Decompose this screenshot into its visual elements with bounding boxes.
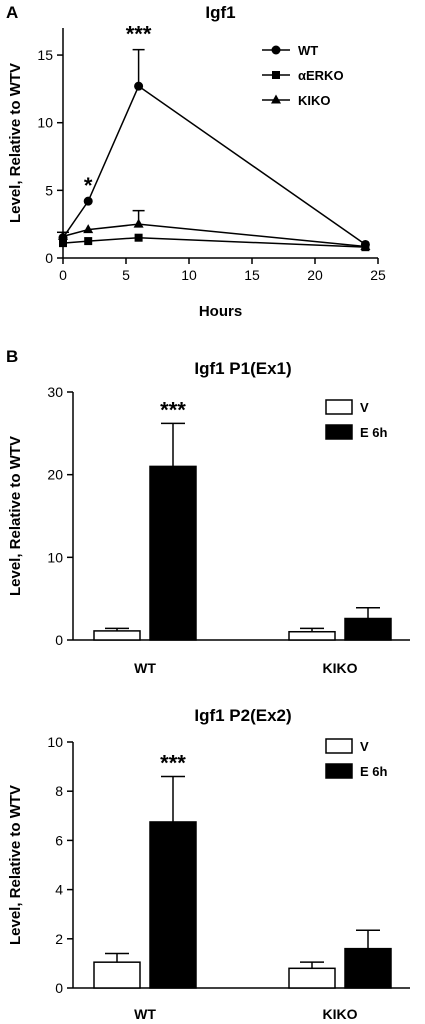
series-kiko-point (133, 218, 144, 228)
significance-marker: *** (160, 397, 186, 422)
legend-label: E 6h (360, 764, 388, 779)
bar-wt-v (93, 961, 141, 989)
legend-label: αERKO (298, 68, 344, 83)
category-kiko-label: KIKO (323, 1006, 358, 1022)
legend-label: WT (298, 43, 318, 58)
igf1-p2-bar-chart: Igf1 P2(Ex2) 0 2 4 6 8 10 Level, Relative to WT… (7, 706, 410, 1022)
bar-kiko-v (288, 967, 336, 989)
y-tick-label: 4 (55, 882, 63, 898)
bar-wt-e6h (149, 465, 197, 641)
series-erko-point (84, 237, 93, 246)
bar-wt-v (93, 630, 141, 641)
legend-swatch (325, 738, 353, 754)
y-tick-label: 2 (55, 931, 63, 947)
y-tick-label: 20 (47, 467, 63, 483)
chart-title: Igf1 (205, 3, 235, 22)
x-tick-label: 20 (307, 267, 323, 283)
series-erko-point (134, 233, 143, 242)
igf1-time-course-chart: Igf1 0 5 10 15 0 5 10 15 20 25 Hours Level, Relative… (7, 3, 386, 320)
series-erko-line (62, 236, 366, 248)
y-tick-label: 10 (47, 549, 63, 565)
y-tick-label: 10 (47, 734, 63, 750)
legend-marker (271, 45, 281, 55)
series-wt-point (134, 81, 144, 91)
category-wt-label: WT (134, 660, 156, 676)
significance-marker: *** (160, 750, 186, 775)
y-tick-label: 30 (47, 384, 63, 400)
series-wt-line (62, 85, 366, 246)
series-erko-point (59, 239, 67, 248)
panel-a-letter: A (6, 3, 18, 22)
significance-marker: *** (126, 22, 152, 47)
y-tick-label: 8 (55, 783, 63, 799)
y-tick-label: 0 (45, 250, 53, 266)
y-axis-label: Level, Relative to WTV (7, 436, 24, 596)
x-tick-label: 15 (244, 267, 260, 283)
series-kiko-point (360, 241, 371, 250)
series-wt-point (83, 196, 93, 206)
significance-marker: * (84, 173, 93, 198)
legend-marker (271, 94, 281, 104)
x-tick-label: 10 (181, 267, 197, 283)
y-tick-label: 0 (55, 980, 63, 996)
bar-kiko-v (288, 630, 336, 641)
bar-kiko-e6h (344, 617, 392, 641)
legend-swatch (325, 424, 353, 440)
legend-marker (272, 71, 280, 79)
category-wt-label: WT (134, 1006, 156, 1022)
x-tick-label: 25 (370, 267, 386, 283)
series-kiko-point (58, 230, 68, 240)
y-tick-label: 6 (55, 832, 63, 848)
y-axis-label: Level, Relative to WTV (7, 63, 24, 223)
igf1-p1-bar-chart: Igf1 P1(Ex1) 0 10 20 30 Level, Relative to WT… (7, 359, 410, 676)
legend-label: V (360, 400, 369, 415)
y-tick-label: 5 (45, 182, 53, 198)
series-kiko-line (62, 223, 366, 248)
y-tick-label: 15 (37, 47, 53, 63)
y-axis-label: Level, Relative to WTV (7, 785, 24, 945)
category-kiko-label: KIKO (323, 660, 358, 676)
y-tick-label: 0 (55, 632, 63, 648)
chart-title: Igf1 P2(Ex2) (194, 706, 291, 725)
bar-wt-e6h (149, 821, 197, 989)
bar-kiko-e6h (344, 947, 392, 989)
legend-swatch (325, 399, 353, 415)
legend-label: E 6h (360, 425, 388, 440)
series-kiko-point (83, 224, 94, 234)
y-tick-label: 10 (37, 115, 53, 131)
legend-swatch (325, 763, 353, 779)
legend-label: V (360, 739, 369, 754)
x-axis-label: Hours (199, 303, 242, 320)
panel-b-letter: B (6, 347, 18, 366)
x-tick-label: 0 (59, 267, 67, 283)
x-tick-label: 5 (122, 267, 130, 283)
chart-title: Igf1 P1(Ex1) (194, 359, 291, 378)
legend-label: KIKO (298, 93, 331, 108)
